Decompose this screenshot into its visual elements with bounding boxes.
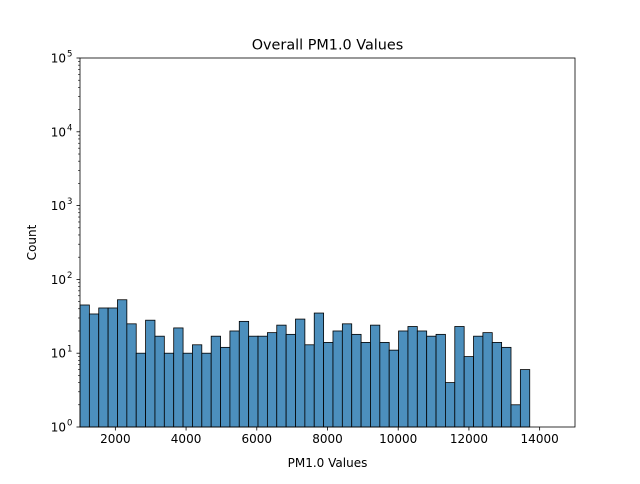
histogram-bar (370, 324, 381, 428)
histogram-bar (435, 333, 446, 428)
y-tick-exponent: 2 (67, 271, 72, 281)
histogram-bar (295, 318, 306, 428)
histogram-bar (154, 335, 165, 428)
y-tick-label: 10 (51, 273, 66, 287)
histogram-bar (276, 324, 287, 428)
histogram-bar (398, 330, 409, 428)
histogram-bar (473, 335, 484, 428)
histogram-bar (201, 352, 212, 428)
x-tick-label: 14000 (521, 432, 559, 446)
bars (79, 299, 531, 428)
chart-title: Overall PM1.0 Values (252, 38, 404, 54)
histogram-bar (163, 352, 175, 428)
histogram-bar (220, 346, 231, 428)
x-tick-label: 6000 (242, 432, 273, 446)
y-tick-exponent: 0 (67, 419, 72, 429)
histogram-bar (304, 344, 315, 428)
histogram-bar (519, 369, 531, 428)
histogram-bar (126, 323, 137, 428)
histogram-bar (351, 333, 362, 428)
histogram-bar (285, 333, 296, 428)
y-tick-label: 10 (51, 199, 66, 213)
y-tick-exponent: 4 (67, 123, 72, 133)
histogram-bar (407, 326, 418, 428)
histogram-bar (491, 342, 503, 428)
histogram-bar (257, 335, 268, 428)
histogram-bar (98, 307, 109, 428)
histogram-bar (210, 335, 221, 428)
y-tick-label: 10 (51, 421, 66, 435)
y-tick-label: 10 (51, 52, 66, 66)
histogram-bar (313, 312, 325, 428)
y-tick-exponent: 1 (67, 345, 72, 355)
histogram-bar (173, 327, 184, 428)
x-tick-label: 4000 (171, 432, 202, 446)
histogram-bar (426, 335, 437, 428)
histogram-bar (501, 346, 512, 428)
histogram-bar (332, 330, 343, 428)
x-tick-label: 12000 (450, 432, 488, 446)
x-tick-label: 8000 (312, 432, 343, 446)
histogram-bar (445, 382, 456, 428)
histogram-bar (145, 319, 156, 428)
histogram-bar (454, 326, 465, 428)
histogram-bar (182, 352, 193, 428)
histogram-bar (135, 352, 146, 428)
histogram-bar (266, 332, 278, 428)
histogram-bar (510, 404, 521, 428)
histogram-bar (323, 342, 334, 428)
y-tick-label: 10 (51, 347, 66, 361)
y-tick-label: 10 (51, 125, 66, 139)
histogram-bar (248, 335, 259, 428)
histogram-bar (379, 342, 390, 428)
histogram-bar (107, 307, 118, 428)
y-axis-label: Count (25, 224, 39, 260)
y-tick-exponent: 3 (67, 197, 72, 207)
x-axis-label: PM1.0 Values (288, 456, 368, 470)
x-axis: 2000 4000 6000 8000 10000 12000 14000 (100, 427, 559, 446)
histogram-bar (238, 320, 250, 428)
histogram-bar (88, 313, 100, 428)
histogram-bar (229, 330, 240, 428)
x-tick-label: 10000 (379, 432, 417, 446)
histogram-bar (192, 344, 203, 428)
histogram-bar (463, 356, 474, 428)
histogram-bar (360, 342, 371, 428)
y-tick-exponent: 5 (67, 50, 72, 60)
x-tick-label: 2000 (100, 432, 131, 446)
histogram-bar (341, 323, 353, 428)
histogram-bar (79, 304, 90, 428)
histogram-bar (117, 299, 128, 428)
histogram-bar (416, 330, 428, 428)
histogram-bar (482, 332, 493, 428)
histogram-bar (388, 349, 399, 428)
